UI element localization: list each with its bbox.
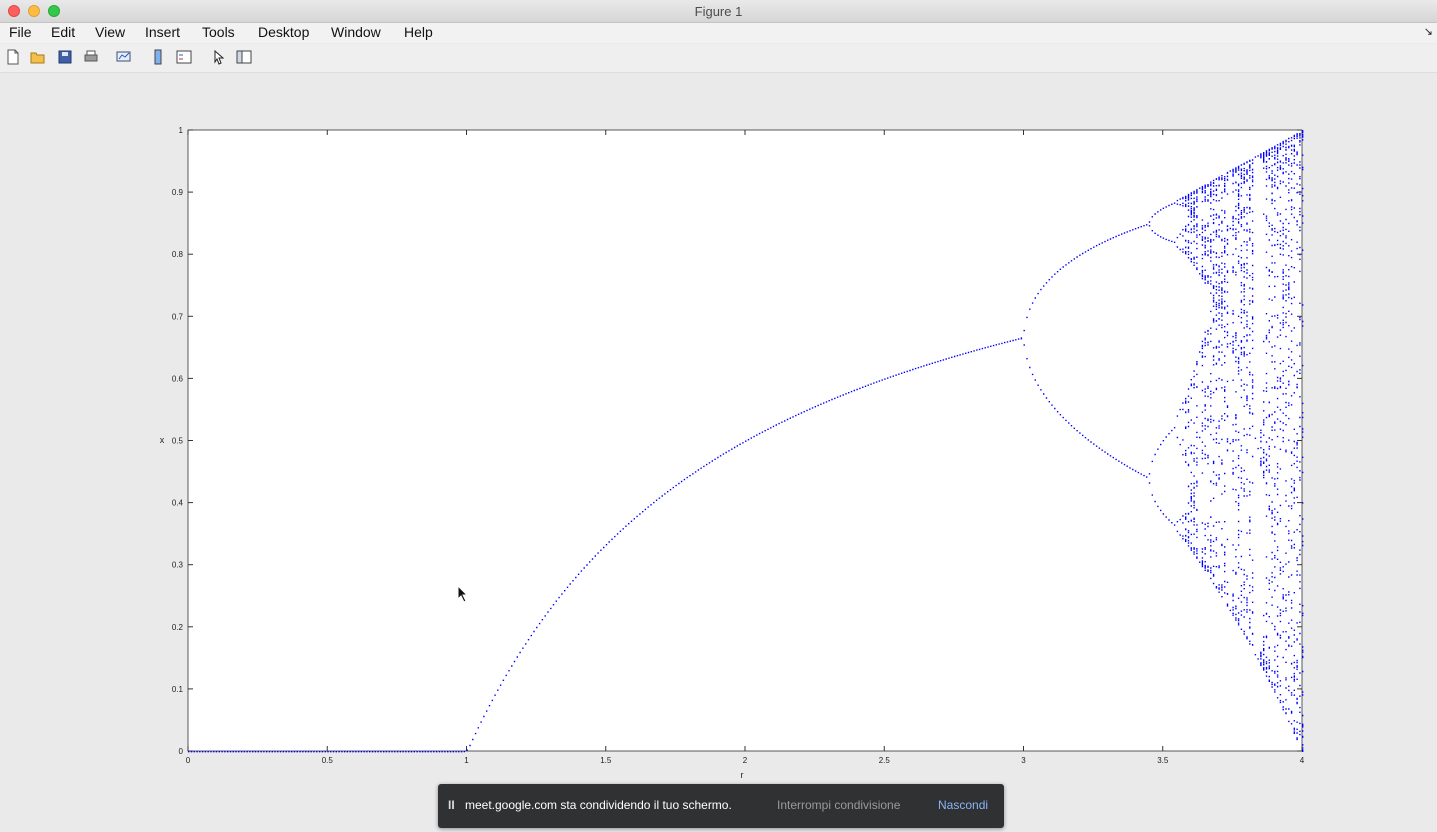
y-tick-label: 0.3 [172,561,184,570]
y-tick-label: 0.7 [172,312,184,321]
x-tick-label: 1.5 [600,756,612,765]
x-tick-label: 2.5 [879,756,891,765]
x-tick-label: 1 [464,756,469,765]
zoom-window-button[interactable] [48,5,60,17]
bifurcation-points [188,130,1304,753]
menu-bar: File Edit View Insert Tools Desktop Wind… [0,23,1437,43]
y-tick-label: 0.1 [172,685,184,694]
x-axis-label: r [741,770,744,780]
y-tick-label: 0.2 [172,623,184,632]
x-tick-label: 0 [186,756,191,765]
print-icon[interactable] [83,49,99,65]
y-tick-label: 0.8 [172,250,184,259]
menu-edit[interactable]: Edit [51,24,76,40]
link-plot-icon[interactable] [116,49,132,65]
menu-window[interactable]: Window [331,24,381,40]
menu-insert[interactable]: Insert [145,24,181,40]
y-tick-label: 0.9 [172,188,184,197]
figure-toolbar [0,44,1437,73]
minimize-window-button[interactable] [28,5,40,17]
x-tick-label: 2 [743,756,748,765]
screen-share-notification: II meet.google.com sta condividendo il t… [438,784,1004,828]
insert-legend-icon[interactable] [176,49,192,65]
menubar-dock-arrow-icon[interactable]: ↘ [1423,26,1433,38]
y-tick-label: 0.4 [172,499,184,508]
menu-view[interactable]: View [95,24,126,40]
figure-canvas: 0 0.5 1 1.5 2 2.5 3 3.5 4 0 0.1 0.2 0.3 0.4 0.5 0.6 0.7 0… [0,73,1437,832]
insert-colorbar-icon[interactable] [150,49,166,65]
stop-sharing-button[interactable]: Interrompi condivisione [777,798,901,812]
pause-share-icon[interactable]: II [448,798,455,812]
hide-notification-button[interactable]: Nascondi [938,798,989,812]
menu-desktop[interactable]: Desktop [258,24,310,40]
y-tick-label: 0 [179,747,184,756]
y-tick-label: 1 [179,126,184,135]
show-plot-tools-icon[interactable] [236,49,252,65]
mouse-cursor-icon [457,585,469,603]
y-axis-label: x [160,435,165,445]
window-title: Figure 1 [694,4,743,19]
menu-tools[interactable]: Tools [202,24,235,40]
y-tick-label: 0.5 [172,437,184,446]
close-window-button[interactable] [8,5,20,17]
menu-help[interactable]: Help [404,24,433,40]
y-tick-label: 0.6 [172,374,184,383]
save-icon[interactable] [57,49,73,65]
title-bar: Figure 1 [0,0,1437,23]
edit-plot-icon[interactable] [211,49,227,65]
x-tick-label: 3 [1021,756,1026,765]
new-figure-icon[interactable] [5,49,21,65]
share-message: meet.google.com sta condividendo il tuo … [465,798,732,812]
axis-ticks: 0 0.5 1 1.5 2 2.5 3 3.5 4 0 0.1 0.2 0.3 0.4 0.5 0.6 0.7 0… [172,126,1305,765]
data-points [188,130,1304,753]
x-tick-label: 0.5 [322,756,334,765]
bifurcation-plot[interactable]: 0 0.5 1 1.5 2 2.5 3 3.5 4 0 0.1 0.2 0.3 0.4 0.5 0.6 0.7 0… [0,73,1437,832]
open-file-icon[interactable] [30,49,46,65]
x-tick-label: 4 [1300,756,1305,765]
x-tick-label: 3.5 [1157,756,1169,765]
menu-file[interactable]: File [9,24,32,40]
